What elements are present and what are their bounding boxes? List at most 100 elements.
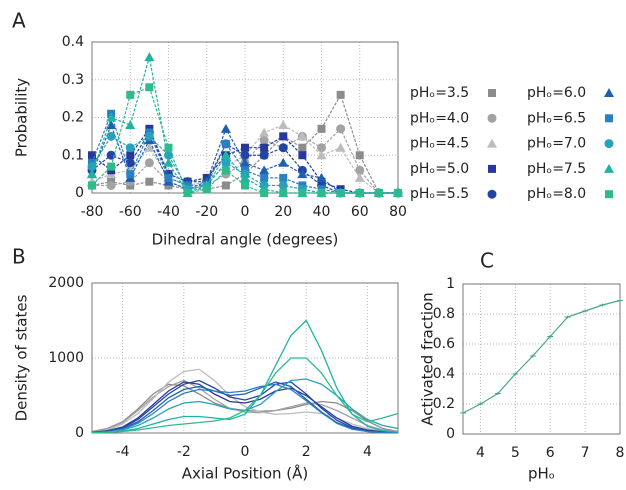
marker [260, 173, 269, 182]
marker [221, 158, 231, 168]
legend-label: pHₒ=3.5 [410, 85, 469, 101]
marker [317, 143, 326, 153]
line [91, 381, 399, 434]
marker [240, 172, 250, 182]
y-tick-label: 0 [75, 185, 84, 201]
line [91, 319, 399, 434]
legend-marker [604, 163, 614, 173]
marker [355, 189, 364, 197]
legend-marker [488, 164, 496, 173]
x-tick-label: -2 [177, 444, 191, 460]
legend-label: pHₒ=4.0 [410, 110, 469, 126]
legend-marker [605, 190, 613, 199]
legend-marker [604, 139, 614, 149]
marker [297, 131, 308, 141]
marker [259, 165, 270, 175]
x-axis-label: pHₒ [528, 465, 555, 483]
marker [221, 139, 230, 148]
marker [221, 166, 230, 175]
legend-marker [487, 189, 497, 199]
marker [278, 120, 289, 130]
marker [297, 169, 308, 179]
legend-label: pHₒ=7.5 [527, 161, 586, 177]
marker [220, 150, 231, 160]
marker [259, 135, 269, 145]
marker [241, 143, 249, 152]
line [91, 379, 399, 434]
x-tick-label: 7 [581, 445, 590, 461]
legend-label: pHₒ=7.0 [527, 136, 586, 152]
legend-marker [604, 88, 614, 97]
legend-label: pHₒ=5.0 [410, 161, 469, 177]
x-tick-label: 8 [616, 445, 625, 461]
y-tick-label: 0.3 [62, 72, 84, 88]
x-tick-label: 4 [476, 445, 485, 461]
marker [335, 142, 346, 152]
marker [355, 151, 364, 160]
marker [298, 143, 307, 152]
legend-label: pHₒ=5.5 [410, 186, 469, 202]
x-tick-label: 40 [313, 204, 331, 220]
marker [355, 165, 365, 175]
x-tick-label: 2 [302, 444, 311, 460]
marker [260, 143, 269, 152]
y-tick-label: 0.2 [62, 110, 84, 126]
marker [298, 151, 307, 160]
x-tick-label: 0 [241, 204, 250, 220]
marker [106, 112, 117, 122]
marker [279, 189, 288, 197]
line [91, 368, 399, 433]
line [91, 357, 399, 434]
marker [87, 169, 97, 179]
marker [220, 123, 231, 133]
marker [126, 170, 135, 179]
plot-frame [462, 283, 621, 435]
x-tick-label: 80 [389, 204, 407, 220]
marker [259, 150, 269, 160]
y-tick-label: 0 [75, 425, 84, 441]
line [91, 124, 398, 194]
marker [316, 172, 327, 182]
x-tick-label: 6 [546, 445, 555, 461]
marker [202, 185, 211, 194]
marker [374, 189, 383, 197]
line [91, 86, 398, 194]
x-axis-label: Axial Position (Å) [182, 464, 309, 483]
marker [126, 90, 135, 99]
x-tick-label: 0 [241, 444, 250, 460]
marker [336, 124, 346, 134]
marker [106, 120, 117, 130]
y-tick-label: 0.6 [433, 336, 455, 352]
y-axis-label: Probability [13, 78, 31, 157]
y-axis-label: Activated fraction [419, 292, 437, 425]
marker [260, 189, 269, 197]
plot-frame [91, 41, 399, 194]
legend-label: pHₒ=6.5 [527, 110, 586, 126]
marker [278, 157, 289, 167]
line [91, 381, 399, 434]
y-tick-label: 2000 [48, 275, 84, 291]
marker [279, 173, 288, 182]
legend-label: pHₒ=8.0 [527, 186, 586, 202]
marker [164, 173, 173, 182]
y-tick-label: 1000 [48, 350, 84, 366]
marker [240, 150, 250, 160]
marker [144, 131, 154, 141]
x-tick-label: 60 [351, 204, 369, 220]
legend-marker [487, 138, 497, 148]
marker [125, 143, 135, 153]
x-tick-label: -60 [119, 204, 142, 220]
marker [88, 181, 96, 190]
marker [144, 142, 155, 152]
marker [259, 127, 270, 137]
marker [241, 181, 249, 190]
marker [317, 124, 326, 133]
marker [221, 181, 230, 190]
marker [163, 157, 174, 167]
y-tick-label: 0.2 [433, 396, 455, 412]
plot-frame [91, 282, 399, 434]
legend-marker [605, 114, 613, 123]
marker [145, 83, 154, 92]
marker [164, 143, 173, 152]
